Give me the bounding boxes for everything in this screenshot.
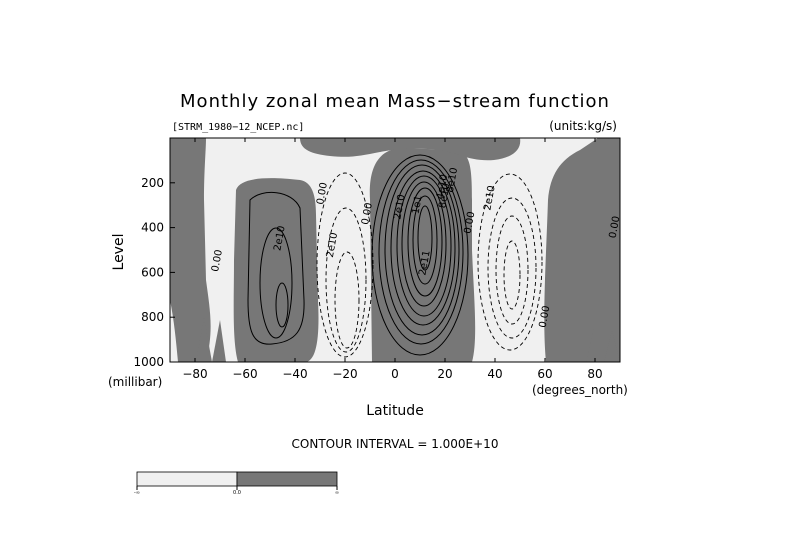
southern-polar-region xyxy=(170,138,211,362)
colorbar-label-min: -∞ xyxy=(134,490,140,496)
hadley-contour-3 xyxy=(384,164,460,336)
x-tick-label: −80 xyxy=(182,367,207,381)
y-tick-label: 800 xyxy=(141,310,164,324)
colorbar-positive-swatch xyxy=(236,471,338,487)
northern-polar-region xyxy=(544,138,620,362)
contour-label: 1e1 xyxy=(410,195,424,216)
file-label: [STRM_1980−12_NCEP.nc] xyxy=(172,122,304,133)
nh-ferrel-contour-2 xyxy=(487,197,537,339)
sh-tropical-contour-3 xyxy=(334,251,360,349)
x-tick-label: 20 xyxy=(437,367,452,381)
spike-4 xyxy=(604,330,620,362)
sh-cell-contour-2 xyxy=(259,227,293,339)
y-axis: 200 400 600 800 1000 xyxy=(133,176,175,369)
hadley-contour-4 xyxy=(390,170,456,326)
contour-label: 2e10 xyxy=(272,225,287,252)
contour-label: 2e10 xyxy=(482,185,497,212)
hadley-contour-8 xyxy=(412,195,438,285)
spike-1 xyxy=(196,318,212,362)
contour-label: 2e10 xyxy=(392,194,407,221)
positive-contours xyxy=(247,154,469,356)
hadley-contour-9 xyxy=(417,205,433,271)
units-label: (units:kg/s) xyxy=(549,119,617,133)
plot-area xyxy=(170,138,620,362)
contour-label: 4e10 xyxy=(435,173,450,200)
sh-tropical-contour-1 xyxy=(316,172,374,358)
y-axis-title: Level xyxy=(111,234,127,271)
contour-label: 0.00 xyxy=(538,305,553,329)
hadley-contour-2 xyxy=(378,159,464,345)
contour-label: 0.00 xyxy=(315,182,330,206)
top-band-region xyxy=(300,138,521,161)
contour-label: 2e10 xyxy=(325,232,340,259)
x-tick-label: 40 xyxy=(487,367,502,381)
sh-tropical-contour-2 xyxy=(325,207,367,353)
spike-2 xyxy=(212,320,226,362)
contour-label: 0.00 xyxy=(210,249,225,273)
contour-label: 2e11 xyxy=(417,250,432,277)
x-unit-label: (degrees_north) xyxy=(532,383,628,397)
x-axis: −80 −60 −40 −20 0 20 40 60 80 xyxy=(182,138,603,381)
y-tick-label: 600 xyxy=(141,265,164,279)
colorbar-negative-swatch xyxy=(136,471,238,487)
x-axis-title: Latitude xyxy=(366,403,424,419)
y-unit-label: (millibar) xyxy=(108,375,162,389)
sh-cell-contour-3 xyxy=(275,282,289,328)
contour-label: 0.00 xyxy=(463,211,478,235)
nh-ferrel-contour-1 xyxy=(477,173,543,351)
nh-ferrel-contour-3 xyxy=(495,215,529,325)
y-tick-label: 200 xyxy=(141,176,164,190)
contour-label: 8e10 xyxy=(445,167,460,194)
x-tick-label: −60 xyxy=(232,367,257,381)
spike-3 xyxy=(586,326,600,362)
colorbar-label-zero: 0.0 xyxy=(233,490,241,496)
hadley-contour-7 xyxy=(407,187,443,297)
contour-label: 8e10 xyxy=(437,182,452,209)
x-tick-label: −20 xyxy=(332,367,357,381)
contour-label: 0.00 xyxy=(608,215,623,239)
sh-cell-contour-1 xyxy=(247,191,305,345)
southern-cell-region xyxy=(233,178,319,362)
negative-contours xyxy=(316,172,543,358)
hadley-contour-6 xyxy=(401,181,447,307)
colorbar: -∞ 0.0 ∞ xyxy=(134,471,339,496)
contour-label: 0.00 xyxy=(360,202,375,226)
chart-title: Monthly zonal mean Mass−stream function xyxy=(180,91,610,112)
hadley-contour-5 xyxy=(396,175,452,317)
x-tick-label: 80 xyxy=(587,367,602,381)
x-tick-label: 60 xyxy=(537,367,552,381)
nh-ferrel-contour-4 xyxy=(503,240,521,310)
contour-interval-label: CONTOUR INTERVAL = 1.000E+10 xyxy=(292,437,499,451)
x-tick-label: 0 xyxy=(391,367,399,381)
colorbar-label-max: ∞ xyxy=(335,490,339,496)
y-tick-label: 400 xyxy=(141,221,164,235)
y-tick-label: 1000 xyxy=(133,355,164,369)
hadley-contour-1 xyxy=(371,154,469,356)
x-tick-label: −40 xyxy=(282,367,307,381)
